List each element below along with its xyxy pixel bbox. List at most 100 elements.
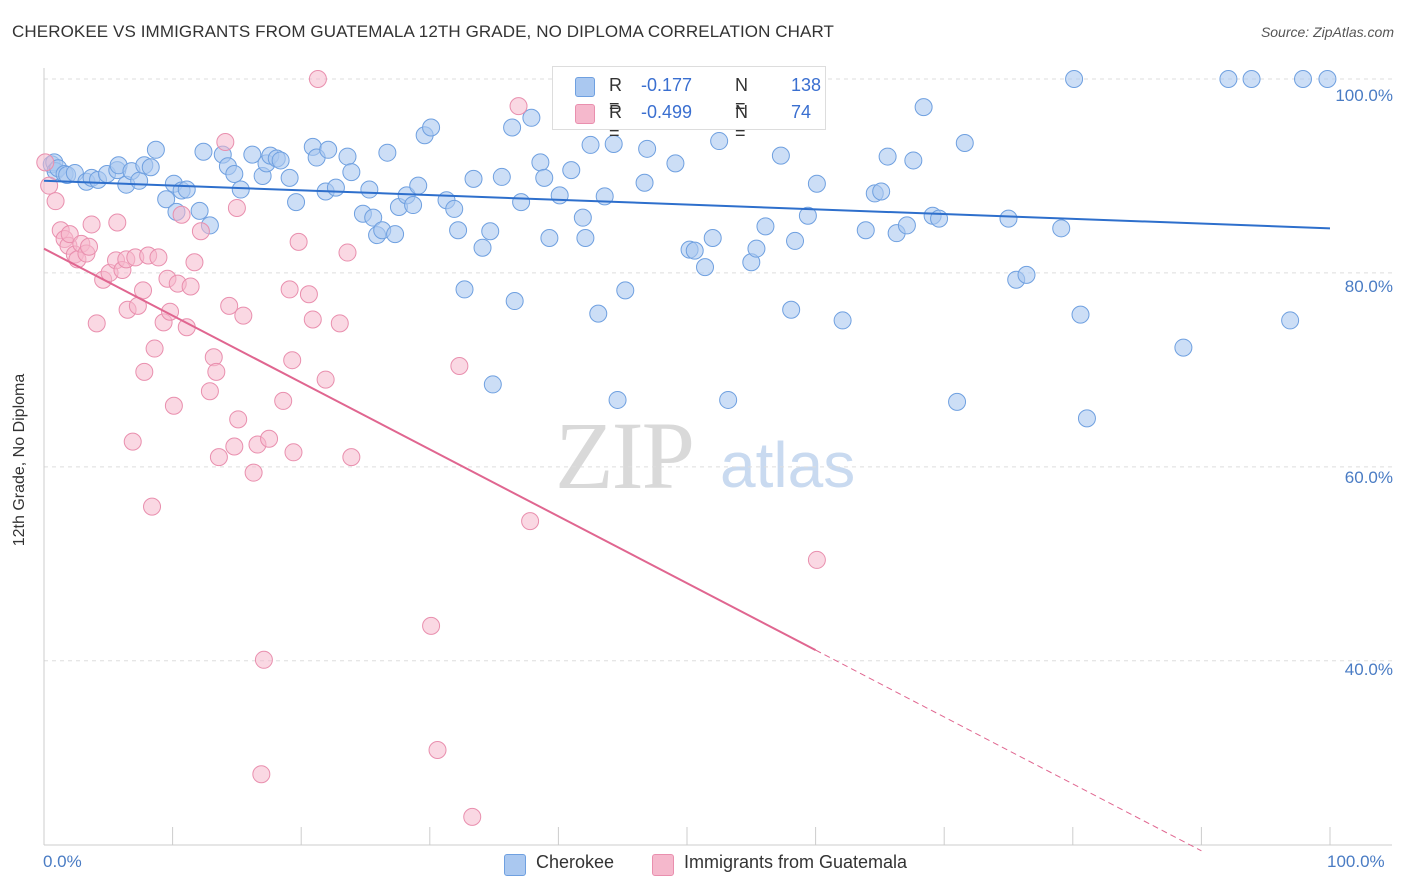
cherokee-point [280,168,299,187]
cherokee-point [404,196,423,215]
guatemala-point [338,243,357,262]
x-tick-label: 0.0% [43,852,82,871]
cherokee-point [535,168,554,187]
guatemala-point [36,153,55,172]
guatemala-point [342,448,361,467]
cherokee-point [449,221,468,240]
guatemala-point [191,222,210,241]
legend-n-value: 74 [791,102,812,122]
guatemala-point [60,225,79,244]
cherokee-point [338,147,357,166]
cherokee-point [897,216,916,235]
chart-title: CHEROKEE VS IMMIGRANTS FROM GUATEMALA 12… [12,22,835,41]
trend-lines [43,179,1331,852]
cherokee-point [719,390,738,409]
cherokee-point [445,199,464,218]
cherokee-point [604,134,623,153]
guatemala-point [164,396,183,415]
cherokee-point [666,154,685,173]
axes [43,68,1392,846]
cherokee-point [878,147,897,166]
cherokee-point [756,217,775,236]
cherokee-point [386,225,405,244]
cherokee-point [342,163,361,182]
guatemala-point [463,807,482,826]
guatemala-point [46,192,65,211]
guatemala-point [274,391,293,410]
y-tick-label: 40.0% [1344,660,1393,679]
guatemala-point [280,280,299,299]
source-label: Source: ZipAtlas.com [1260,24,1394,40]
cherokee-point [271,151,290,170]
cherokee-point [464,169,483,188]
guatemala-point [509,97,528,116]
cherokee-point [1318,70,1337,88]
cherokee-point [1174,338,1193,357]
cherokee-point [747,239,766,258]
cherokee-point [999,209,1018,228]
cherokee-point [157,190,176,209]
cherokee-point [576,229,595,248]
cherokee-point [409,176,428,195]
guatemala-legend-icon [652,854,674,876]
guatemala-point [254,650,273,669]
y-tick-label: 100.0% [1335,86,1393,105]
cherokee-point [562,161,581,180]
cherokee-point [531,153,550,172]
guatemala-swatch-icon [575,104,595,124]
watermark-atlas: atlas [720,429,856,501]
guatemala-point [260,429,279,448]
cherokee-point [146,140,165,159]
cherokee-point [710,132,729,151]
guatemala-point [172,205,191,224]
guatemala-point [80,237,99,256]
legend-r-value: -0.177 [641,75,693,95]
cherokee-point [856,221,875,240]
guatemala-point [185,253,204,272]
guatemala-point [299,285,318,304]
cherokee-point [703,229,722,248]
cherokee-points [42,70,1337,428]
cherokee-point [833,311,852,330]
cherokee-point [512,193,531,212]
cherokee-legend-icon [504,854,526,876]
cherokee-point [190,201,209,220]
cherokee-point [608,390,627,409]
cherokee-point [483,375,502,394]
cherokee-point [503,118,522,137]
x-tick-label: 100.0% [1327,852,1385,871]
legend-n-label: N = [735,75,748,116]
cherokee-point [473,238,492,257]
cherokee-point [948,392,967,411]
guatemala-points [36,70,826,826]
guatemala-legend-label: Immigrants from Guatemala [684,852,908,872]
cherokee-point [505,292,524,311]
cherokee-point [573,208,592,227]
guatemala-point [316,370,335,389]
cherokee-point [141,158,160,177]
cherokee-point [243,145,262,164]
cherokee-point [798,206,817,225]
cherokee-point [287,193,306,212]
cherokee-point [581,135,600,154]
cherokee-point [455,280,474,299]
guatemala-point [177,318,196,337]
guatemala-point [284,443,303,462]
cherokee-point [177,180,196,199]
guatemala-point [181,277,200,296]
guatemala-point [209,448,228,467]
cherokee-point [1219,70,1238,88]
cherokee-trend-line [43,179,1331,230]
guatemala-point [82,215,101,234]
cherokee-point [1281,311,1300,330]
cherokee-point [540,229,559,248]
cherokee-point [130,171,149,190]
cherokee-point [872,182,891,201]
cherokee-point [638,139,657,158]
cherokee-point [807,174,826,193]
guatemala-point [244,463,263,482]
cherokee-point [685,241,704,260]
cherokee-point [1071,305,1090,324]
y-tick-label: 60.0% [1344,468,1393,487]
guatemala-point [283,351,302,370]
